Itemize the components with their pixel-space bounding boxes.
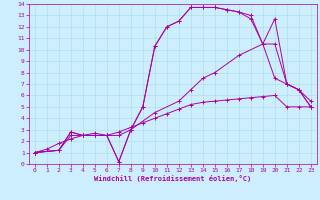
X-axis label: Windchill (Refroidissement éolien,°C): Windchill (Refroidissement éolien,°C) <box>94 175 252 182</box>
